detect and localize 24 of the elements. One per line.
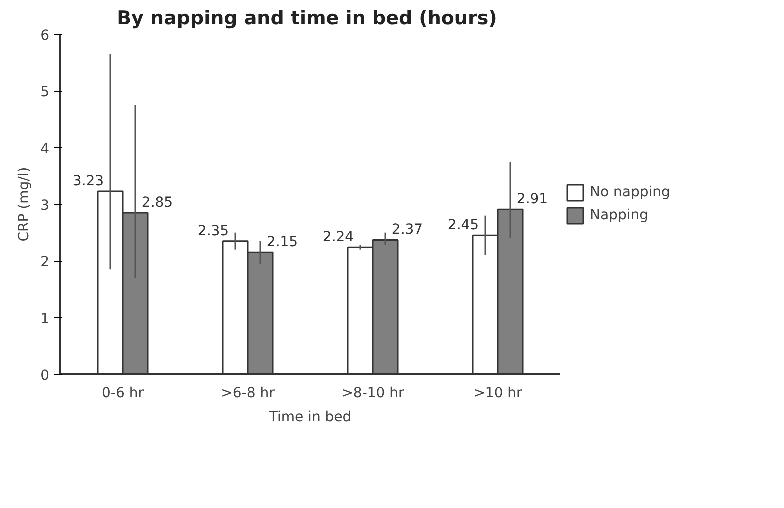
data-label: 2.35: [198, 223, 230, 240]
data-label: 2.45: [448, 218, 480, 234]
chart-title: By napping and time in bed (hours): [117, 8, 498, 30]
legend-label: No napping: [590, 184, 670, 200]
data-label: 2.37: [392, 222, 424, 238]
data-label: 2.15: [266, 234, 298, 251]
x-tick-label: >10 hr: [474, 386, 523, 402]
y-tick-label: 5: [40, 84, 50, 101]
y-tick-label: 2: [40, 254, 50, 271]
y-tick-label: 4: [40, 141, 50, 158]
x-tick-label: >6-8 hr: [221, 386, 276, 402]
data-label: 2.24: [322, 230, 354, 246]
x-tick-label: 0-6 hr: [102, 386, 144, 402]
x-axis-title: Time in bed: [268, 410, 352, 426]
y-tick-label: 0: [40, 368, 50, 384]
x-tick-label: >8-10 hr: [342, 386, 405, 402]
y-tick-label: 1: [40, 311, 50, 328]
data-label: 2.85: [142, 195, 174, 211]
legend-label: Napping: [590, 208, 648, 224]
y-tick-label: 6: [40, 28, 50, 44]
data-label: 3.23: [72, 173, 104, 190]
data-label: 2.91: [516, 192, 548, 208]
y-tick-label: 3: [40, 198, 50, 214]
y-axis-title: CRP (mg/l): [16, 167, 33, 242]
